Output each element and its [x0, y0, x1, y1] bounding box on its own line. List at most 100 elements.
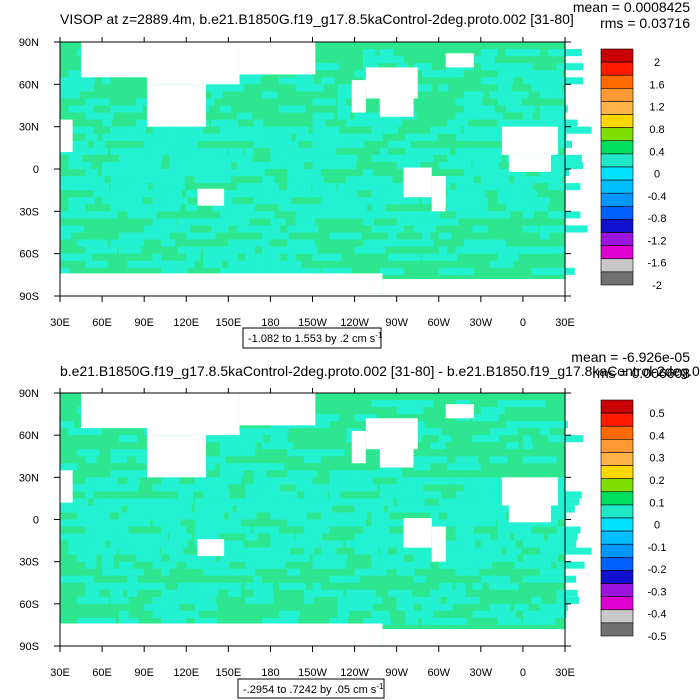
anomaly-cell — [186, 147, 199, 155]
colorbar-swatch — [600, 583, 634, 597]
anomaly-cell — [60, 267, 70, 275]
colorbar-label: -0.1 — [648, 542, 667, 554]
x-tick-label: 150W — [298, 317, 327, 329]
anomaly-cell — [278, 140, 299, 148]
colorbar-swatch — [600, 504, 634, 519]
colorbar-swatch — [600, 596, 634, 611]
anomaly-cell — [480, 246, 504, 254]
land-block — [508, 505, 551, 523]
anomaly-cell — [76, 449, 100, 457]
anomaly-cell — [118, 126, 146, 134]
anomaly-cell — [506, 98, 522, 106]
anomaly-cell — [161, 512, 180, 520]
x-tick-label: 150E — [215, 667, 241, 679]
panel-top-rms: rms = 0.03716 — [600, 15, 690, 31]
anomaly-cell — [304, 547, 314, 555]
anomaly-cell — [472, 435, 500, 443]
anomaly-cell — [177, 540, 188, 548]
anomaly-cell — [464, 540, 476, 548]
anomaly-cell — [329, 161, 341, 169]
anomaly-cell — [304, 491, 328, 499]
anomaly-cell — [531, 267, 560, 275]
anomaly-cell — [312, 582, 321, 590]
anomaly-cell — [253, 140, 282, 148]
x-tick-label: 30W — [470, 667, 493, 679]
anomaly-cell — [127, 589, 138, 597]
anomaly-cell — [497, 119, 533, 127]
anomaly-cell — [287, 568, 300, 576]
anomaly-cell — [245, 133, 265, 141]
anomaly-cell — [245, 147, 254, 155]
svg-text:-1.082 to 1.553 by .2 cm s-1: -1.082 to 1.553 by .2 cm s-1 — [248, 331, 383, 345]
anomaly-cell — [405, 211, 441, 219]
anomaly-cell — [346, 161, 356, 169]
anomaly-cell — [455, 176, 474, 184]
anomaly-cell — [548, 161, 584, 169]
anomaly-cell — [430, 428, 442, 436]
anomaly-cell — [228, 239, 243, 247]
land-block — [197, 539, 225, 557]
anomaly-cell — [522, 435, 532, 443]
anomaly-cell — [430, 512, 439, 520]
anomaly-cell — [556, 91, 565, 99]
anomaly-cell — [93, 484, 125, 492]
anomaly-cell — [346, 470, 355, 478]
anomaly-cell — [354, 133, 365, 141]
anomaly-cell — [388, 470, 403, 478]
anomaly-cell — [169, 225, 191, 233]
anomaly-cell — [161, 267, 188, 275]
x-tick-label: 150W — [298, 667, 327, 679]
anomaly-cell — [253, 119, 264, 127]
anomaly-cell — [152, 133, 181, 141]
anomaly-cell — [464, 147, 497, 155]
anomaly-cell — [312, 519, 327, 527]
anomaly-cell — [60, 463, 77, 471]
anomaly-cell — [194, 133, 227, 141]
anomaly-cell — [60, 211, 79, 219]
anomaly-cell — [262, 161, 288, 169]
anomaly-cell — [472, 512, 507, 520]
x-tick-label: 150E — [215, 317, 241, 329]
x-tick-label: 60E — [92, 667, 112, 679]
anomaly-cell — [329, 540, 344, 548]
anomaly-cell — [363, 477, 373, 485]
anomaly-cell — [169, 154, 198, 162]
anomaly-cell — [177, 505, 192, 513]
anomaly-cell — [337, 190, 347, 198]
anomaly-cell — [245, 547, 275, 555]
anomaly-cell — [85, 246, 118, 254]
anomaly-cell — [211, 519, 241, 527]
colorbar-swatch — [600, 439, 634, 453]
anomaly-cell — [287, 617, 299, 625]
anomaly-cell — [320, 519, 352, 527]
panel-top-axes: 30E 60E 90E 120E 150E 180 150W 120W 90W 60W 30W 0 30… — [19, 37, 575, 329]
anomaly-cell — [76, 617, 107, 625]
anomaly-cell — [506, 442, 519, 450]
anomaly-cell — [455, 400, 470, 408]
anomaly-cell — [363, 133, 379, 141]
anomaly-cell — [194, 589, 219, 597]
anomaly-cell — [203, 435, 232, 443]
anomaly-cell — [262, 526, 278, 534]
anomaly-cell — [262, 176, 275, 184]
anomaly-cell — [219, 176, 229, 184]
anomaly-cell — [68, 105, 79, 113]
anomaly-cell — [245, 169, 265, 177]
anomaly-cell — [270, 533, 295, 541]
anomaly-cell — [228, 147, 244, 155]
anomaly-cell — [304, 456, 321, 464]
anomaly-cell — [93, 239, 108, 247]
anomaly-cell — [413, 575, 427, 583]
anomaly-cell — [60, 505, 77, 513]
anomaly-cell — [522, 456, 557, 464]
anomaly-cell — [85, 554, 97, 562]
anomaly-cell — [203, 84, 237, 92]
anomaly-cell — [236, 112, 253, 120]
anomaly-cell — [312, 169, 321, 177]
anomaly-cell — [118, 512, 147, 520]
anomaly-cell — [379, 239, 392, 247]
anomaly-cell — [489, 477, 508, 485]
anomaly-cell — [127, 211, 157, 219]
panel-bottom-range-sup: -1 — [376, 682, 384, 691]
anomaly-cell — [169, 540, 184, 548]
